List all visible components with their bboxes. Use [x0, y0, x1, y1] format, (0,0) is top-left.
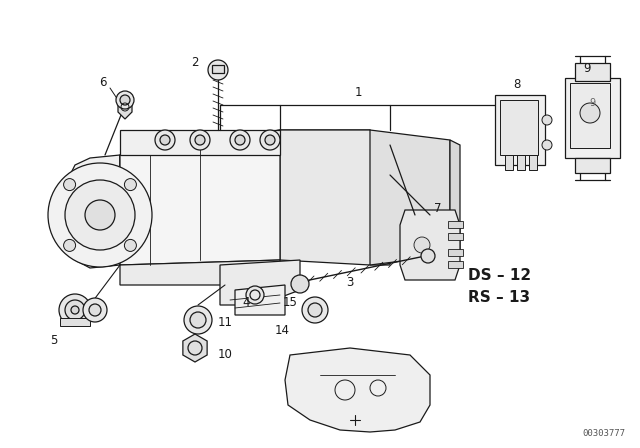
- Circle shape: [414, 237, 430, 253]
- Circle shape: [190, 130, 210, 150]
- Text: 9: 9: [583, 61, 591, 74]
- Text: RS – 13: RS – 13: [468, 290, 530, 306]
- Circle shape: [235, 135, 245, 145]
- Text: 10: 10: [218, 349, 232, 362]
- Text: 00303777: 00303777: [582, 429, 625, 438]
- Polygon shape: [220, 260, 300, 305]
- Bar: [529, 155, 537, 170]
- Polygon shape: [118, 97, 132, 119]
- Text: 1: 1: [355, 86, 362, 99]
- Polygon shape: [68, 155, 120, 268]
- Polygon shape: [400, 210, 460, 280]
- Circle shape: [89, 304, 101, 316]
- Circle shape: [124, 179, 136, 190]
- Polygon shape: [370, 130, 450, 265]
- Text: 8: 8: [513, 78, 521, 90]
- Circle shape: [155, 130, 175, 150]
- Polygon shape: [285, 348, 430, 432]
- Bar: [448, 249, 463, 256]
- Polygon shape: [235, 285, 285, 315]
- Polygon shape: [305, 302, 325, 319]
- Bar: [495, 95, 545, 165]
- Bar: [517, 155, 525, 170]
- Text: 3: 3: [346, 276, 354, 289]
- Bar: [575, 158, 610, 173]
- Polygon shape: [120, 260, 280, 285]
- Circle shape: [195, 135, 205, 145]
- Bar: [60, 318, 90, 326]
- Text: 9: 9: [589, 98, 595, 108]
- Circle shape: [160, 135, 170, 145]
- Circle shape: [120, 95, 130, 105]
- Polygon shape: [450, 140, 460, 255]
- Bar: [565, 78, 620, 158]
- Text: 7: 7: [435, 202, 442, 215]
- Circle shape: [190, 312, 206, 328]
- Polygon shape: [280, 130, 390, 265]
- Bar: [500, 100, 538, 155]
- Text: 14: 14: [275, 323, 289, 336]
- Circle shape: [65, 300, 85, 320]
- Text: 4: 4: [243, 296, 250, 309]
- Polygon shape: [120, 130, 370, 215]
- Text: 11: 11: [218, 315, 232, 328]
- Circle shape: [302, 297, 328, 323]
- Circle shape: [83, 298, 107, 322]
- Circle shape: [59, 294, 91, 326]
- Polygon shape: [120, 130, 280, 265]
- Circle shape: [246, 286, 264, 304]
- Circle shape: [48, 163, 152, 267]
- Text: 5: 5: [51, 333, 58, 346]
- Bar: [448, 261, 463, 268]
- Circle shape: [63, 179, 76, 190]
- Circle shape: [291, 275, 309, 293]
- Circle shape: [265, 135, 275, 145]
- Text: DS – 12: DS – 12: [468, 267, 531, 283]
- Circle shape: [65, 180, 135, 250]
- Text: 6: 6: [99, 77, 107, 90]
- Circle shape: [421, 249, 435, 263]
- Text: 15: 15: [283, 297, 298, 310]
- Circle shape: [580, 103, 600, 123]
- Polygon shape: [183, 334, 207, 362]
- Bar: [448, 233, 463, 240]
- Circle shape: [542, 140, 552, 150]
- Circle shape: [230, 130, 250, 150]
- Circle shape: [208, 60, 228, 80]
- Bar: [505, 155, 513, 170]
- Circle shape: [308, 303, 322, 317]
- Bar: [570, 83, 610, 148]
- Text: 2: 2: [191, 56, 199, 69]
- Circle shape: [85, 200, 115, 230]
- Bar: [448, 221, 463, 228]
- Polygon shape: [120, 130, 280, 155]
- Circle shape: [71, 306, 79, 314]
- Circle shape: [63, 239, 76, 251]
- Circle shape: [260, 130, 280, 150]
- Circle shape: [124, 239, 136, 251]
- Circle shape: [116, 91, 134, 109]
- Bar: [212, 65, 224, 73]
- Bar: [575, 63, 610, 81]
- Circle shape: [184, 306, 212, 334]
- Circle shape: [542, 115, 552, 125]
